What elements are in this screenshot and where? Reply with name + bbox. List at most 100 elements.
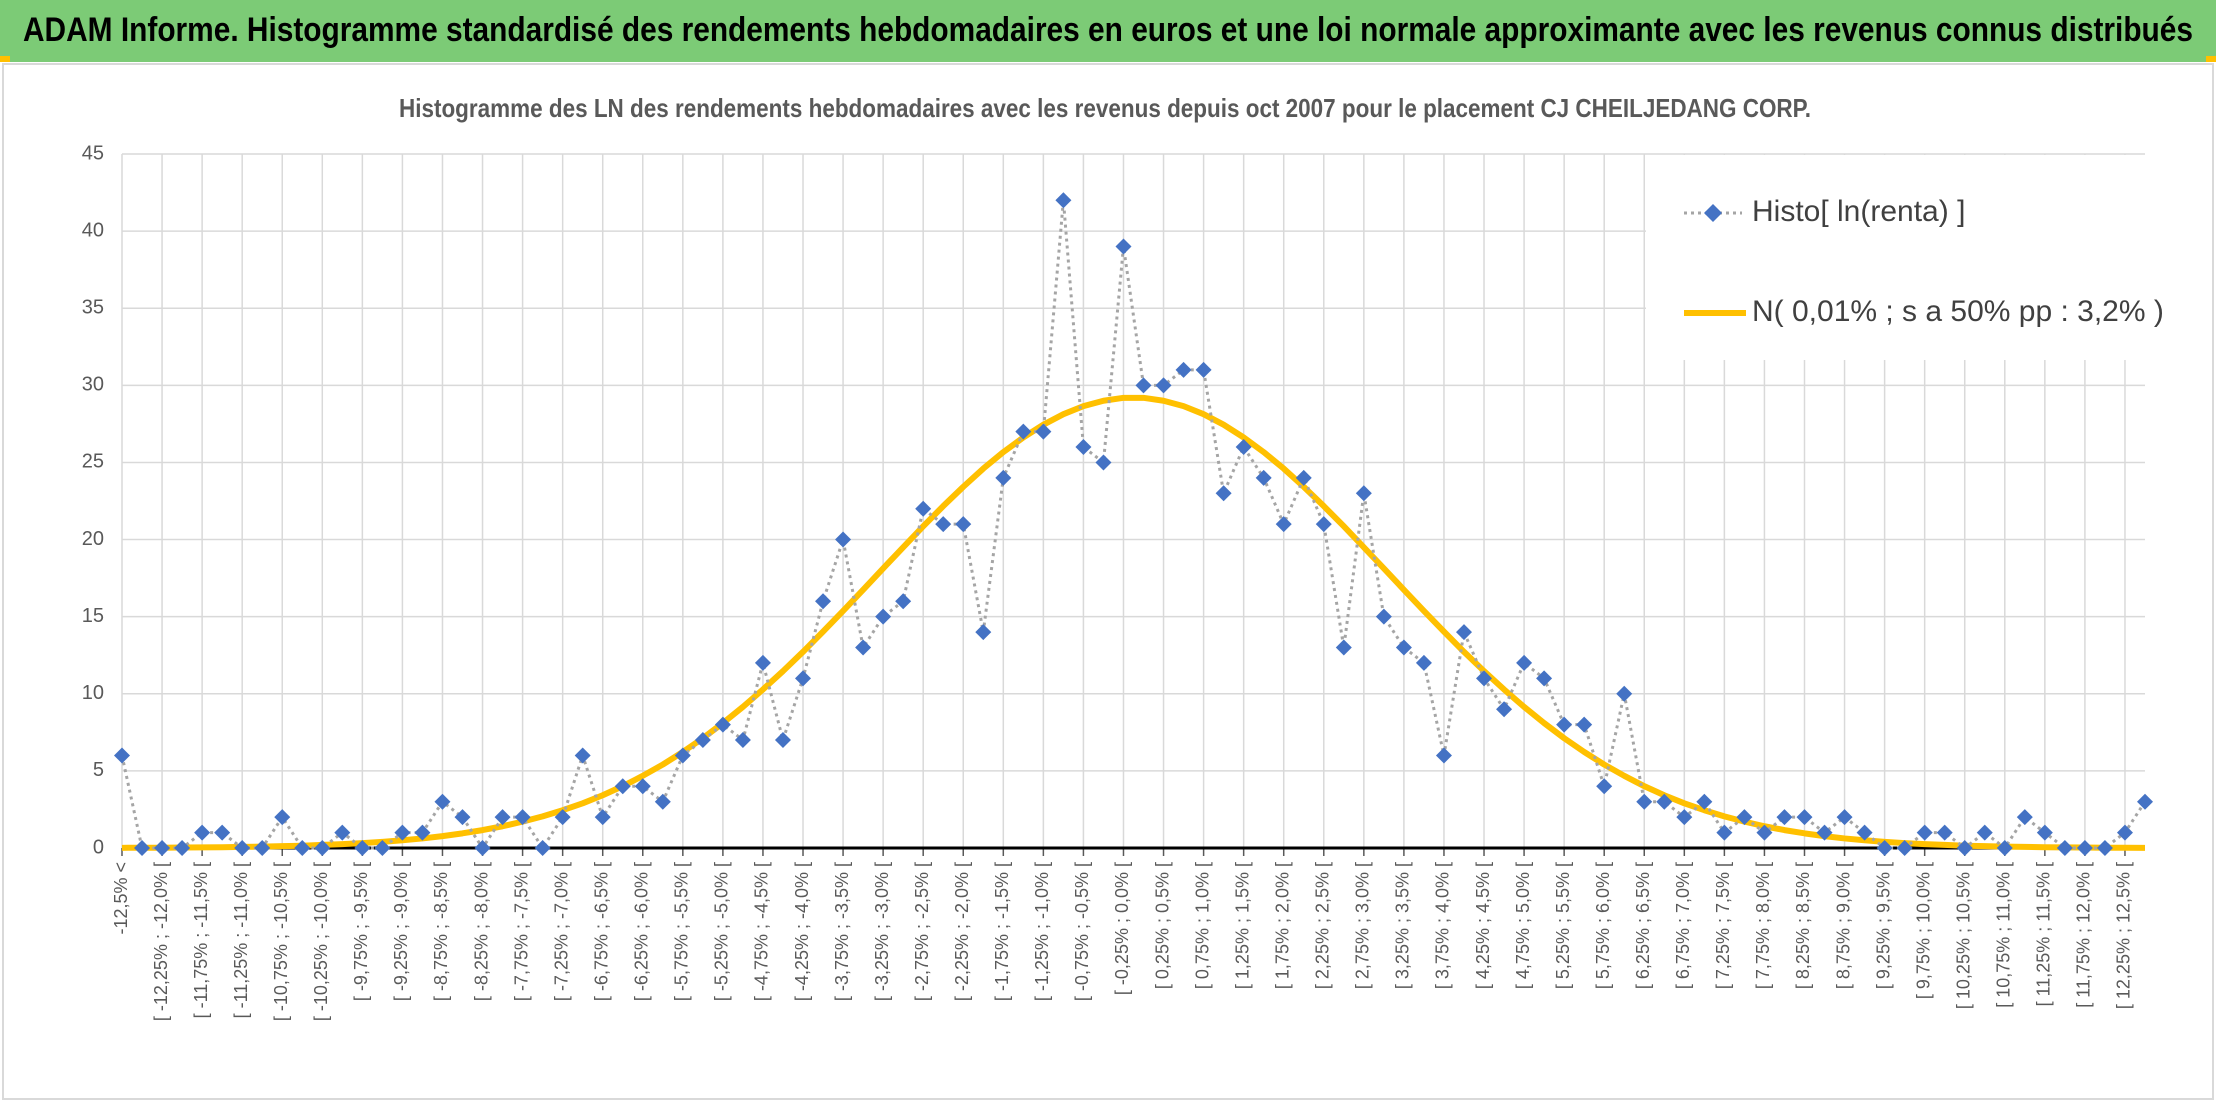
x-tick-label: [ -5,25% ; -5,0% [ bbox=[712, 862, 732, 1001]
marker bbox=[394, 824, 411, 841]
marker bbox=[1415, 654, 1432, 671]
marker bbox=[1716, 824, 1733, 841]
marker bbox=[1375, 608, 1392, 625]
x-tick-label: [ -1,25% ; -1,0% [ bbox=[1032, 862, 1052, 1001]
marker bbox=[895, 593, 912, 610]
legend-box bbox=[1646, 155, 2206, 360]
x-tick-label: [ 3,25% ; 3,5% [ bbox=[1393, 862, 1413, 989]
marker bbox=[1696, 793, 1713, 810]
marker bbox=[1155, 377, 1172, 394]
x-tick-label: [ 9,75% ; 10,0% [ bbox=[1913, 862, 1933, 999]
x-tick-label: [ 12,25% ; 12,5% [ bbox=[2114, 862, 2134, 1009]
marker bbox=[835, 531, 852, 548]
marker bbox=[1556, 716, 1573, 733]
marker bbox=[1936, 824, 1953, 841]
marker bbox=[1536, 670, 1553, 687]
marker bbox=[1175, 361, 1192, 378]
y-tick-label: 30 bbox=[82, 374, 104, 396]
series-line bbox=[121, 394, 2146, 851]
marker bbox=[815, 593, 832, 610]
marker bbox=[1956, 840, 1973, 856]
marker bbox=[1496, 701, 1513, 718]
x-tick-label: [ 8,25% ; 8,5% [ bbox=[1793, 862, 1813, 989]
x-tick-label: [ -11,75% ; -11,5% [ bbox=[191, 862, 211, 1018]
marker bbox=[995, 469, 1012, 486]
marker bbox=[1896, 840, 1913, 856]
marker bbox=[1075, 439, 1092, 456]
x-tick-label: [ -0,75% ; -0,5% [ bbox=[1072, 862, 1092, 1001]
marker bbox=[614, 778, 631, 795]
y-tick-label: 15 bbox=[82, 605, 104, 627]
x-tick-label: [ -7,25% ; -7,0% [ bbox=[551, 862, 571, 1001]
x-tick-label: [ 1,75% ; 2,0% [ bbox=[1272, 862, 1292, 989]
marker bbox=[1916, 824, 1933, 841]
x-tick-label: [ -8,25% ; -8,0% [ bbox=[471, 862, 491, 1001]
marker bbox=[955, 516, 972, 533]
marker bbox=[1476, 670, 1493, 687]
marker bbox=[2036, 824, 2053, 841]
x-tick-label: [ 6,75% ; 7,0% [ bbox=[1673, 862, 1693, 989]
marker bbox=[714, 716, 731, 733]
x-tick-label: [ 7,25% ; 7,5% [ bbox=[1713, 862, 1733, 989]
marker bbox=[1976, 824, 1993, 841]
marker bbox=[1335, 639, 1352, 656]
x-tick-label: [ -2,25% ; -2,0% [ bbox=[952, 862, 972, 1001]
x-tick-label: [ -10,75% ; -10,5% [ bbox=[271, 862, 291, 1021]
marker bbox=[1215, 485, 1232, 502]
marker bbox=[554, 809, 571, 826]
marker bbox=[2016, 809, 2033, 826]
x-tick-label: [ -9,25% ; -9,0% [ bbox=[391, 862, 411, 1001]
marker bbox=[514, 809, 531, 826]
x-tick-label: [ 3,75% ; 4,0% [ bbox=[1433, 862, 1453, 989]
marker bbox=[2116, 824, 2133, 841]
marker bbox=[1355, 485, 1372, 502]
x-tick-label: [ 8,75% ; 9,0% [ bbox=[1833, 862, 1853, 989]
marker bbox=[1816, 824, 1833, 841]
x-tick-label: [ 11,25% ; 11,5% [ bbox=[2034, 862, 2054, 1006]
legend-label: Histo[ ln(renta) ] bbox=[1752, 195, 1965, 228]
y-tick-label: 10 bbox=[82, 682, 104, 704]
marker bbox=[1656, 793, 1673, 810]
marker bbox=[1836, 809, 1853, 826]
x-tick-label: [ -1,75% ; -1,5% [ bbox=[992, 862, 1012, 1001]
x-tick-label: [ 4,75% ; 5,0% [ bbox=[1513, 862, 1533, 989]
marker bbox=[1135, 377, 1152, 394]
x-tick-label: [ 9,25% ; 9,5% [ bbox=[1873, 862, 1893, 989]
y-tick-label: 45 bbox=[82, 142, 104, 164]
marker bbox=[194, 824, 211, 841]
x-tick-label: [ 5,75% ; 6,0% [ bbox=[1593, 862, 1613, 989]
marker bbox=[1315, 516, 1332, 533]
y-tick-label: 35 bbox=[82, 297, 104, 319]
marker bbox=[2076, 840, 2093, 856]
x-tick-label: [ -5,75% ; -5,5% [ bbox=[672, 862, 692, 1001]
marker bbox=[694, 732, 711, 749]
x-tick-label: [ 2,25% ; 2,5% [ bbox=[1313, 862, 1333, 989]
marker bbox=[454, 809, 471, 826]
marker bbox=[975, 624, 992, 641]
marker bbox=[414, 824, 431, 841]
x-tick-label: [ -2,75% ; -2,5% [ bbox=[912, 862, 932, 1001]
marker bbox=[1275, 516, 1292, 533]
marker bbox=[494, 809, 511, 826]
marker bbox=[2137, 793, 2153, 810]
marker bbox=[1876, 840, 1893, 856]
x-tick-label: [ -12,25% ; -12,0% [ bbox=[151, 862, 171, 1021]
marker bbox=[1676, 809, 1693, 826]
y-tick-label: 0 bbox=[93, 836, 104, 858]
x-tick-label: [ 2,75% ; 3,0% [ bbox=[1353, 862, 1373, 989]
x-tick-label: [ 11,75% ; 12,0% [ bbox=[2074, 862, 2094, 1008]
marker bbox=[1596, 778, 1613, 795]
marker bbox=[354, 840, 371, 856]
marker bbox=[935, 516, 952, 533]
marker bbox=[234, 840, 251, 856]
marker bbox=[1455, 624, 1472, 641]
marker bbox=[2096, 840, 2113, 856]
marker bbox=[1035, 423, 1052, 440]
x-tick-label: [ 1,25% ; 1,5% [ bbox=[1232, 862, 1252, 989]
marker bbox=[434, 793, 451, 810]
marker bbox=[314, 840, 331, 856]
marker bbox=[294, 840, 311, 856]
marker bbox=[1636, 793, 1653, 810]
marker bbox=[875, 608, 892, 625]
